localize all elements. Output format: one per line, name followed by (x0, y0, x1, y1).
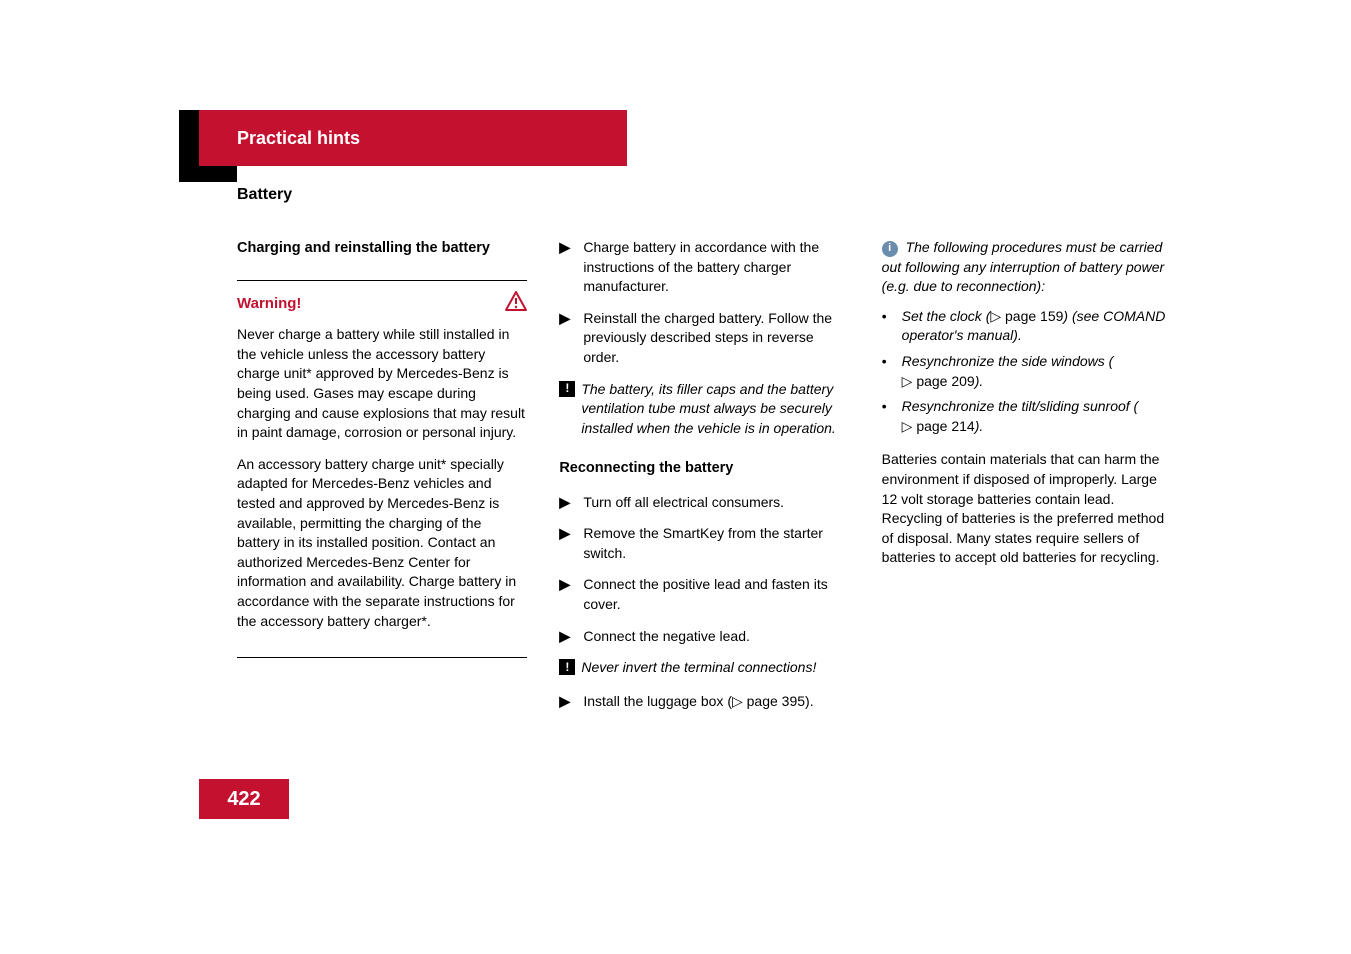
step-text: Remove the SmartKey from the starter swi… (583, 524, 849, 563)
warning-label: Warning! (237, 293, 301, 314)
steps-reconnecting: ▶ Turn off all electrical consumers. ▶ R… (559, 493, 849, 647)
caution-text: Never invert the terminal connections! (581, 658, 816, 678)
step-text: Connect the negative lead. (583, 627, 849, 647)
step-item: ▶ Turn off all electrical consumers. (559, 493, 849, 513)
bullet-suffix: ). (975, 418, 984, 434)
heading-charging: Charging and reinstalling the battery (237, 238, 527, 258)
step-arrow-icon: ▶ (559, 575, 573, 614)
bullet-item: • Resynchronize the tilt/sliding sunroof… (882, 397, 1172, 436)
step-text-suffix: ). (805, 693, 814, 709)
warning-paragraph-1: Never charge a battery while still insta… (237, 325, 527, 443)
page-number: 422 (227, 788, 260, 811)
warning-paragraph-2: An accessory battery charge unit* specia… (237, 455, 527, 631)
step-text: Charge battery in accordance with the in… (583, 238, 849, 297)
steps-install: ▶ Install the luggage box (▷ page 395). (559, 692, 849, 712)
column-1: Charging and reinstalling the battery Wa… (237, 238, 527, 723)
warning-box: Warning! Never charge a battery while st… (237, 280, 527, 658)
page-number-box: 422 (199, 779, 289, 819)
column-3: i The following procedures must be carri… (882, 238, 1172, 723)
bullet-prefix: Set the clock ( (902, 308, 991, 324)
step-text: Turn off all electrical consumers. (583, 493, 849, 513)
chapter-title: Practical hints (237, 128, 360, 149)
step-item: ▶ Charge battery in accordance with the … (559, 238, 849, 297)
chapter-bar: Practical hints (199, 110, 627, 166)
info-badge-icon: i (882, 241, 898, 257)
bullet-text: Resynchronize the tilt/sliding sunroof (… (902, 397, 1172, 436)
column-2: ▶ Charge battery in accordance with the … (559, 238, 849, 723)
page-reference[interactable]: ▷ page 214 (902, 417, 975, 437)
info-lead-text: The following procedures must be carried… (882, 239, 1165, 294)
step-item: ▶ Install the luggage box (▷ page 395). (559, 692, 849, 712)
warning-body: Never charge a battery while still insta… (237, 325, 527, 631)
caution-note: ! The battery, its filler caps and the b… (559, 380, 849, 439)
page-reference[interactable]: ▷ page 159 (990, 307, 1063, 327)
bullet-dot-icon: • (882, 352, 892, 391)
page-reference[interactable]: ▷ page 209 (902, 372, 975, 392)
bullet-item: • Resynchronize the side windows ( ▷ page… (882, 352, 1172, 391)
caution-badge-icon: ! (559, 659, 575, 675)
manual-page: Practical hints Battery Charging and rei… (0, 0, 1351, 954)
steps-charging: ▶ Charge battery in accordance with the … (559, 238, 849, 368)
content-columns: Charging and reinstalling the battery Wa… (237, 238, 1172, 723)
step-arrow-icon: ▶ (559, 692, 573, 712)
step-text: Install the luggage box (▷ page 395). (583, 692, 849, 712)
step-text: Connect the positive lead and fasten its… (583, 575, 849, 614)
caution-text: The battery, its filler caps and the bat… (581, 380, 849, 439)
step-text: Reinstall the charged battery. Follow th… (583, 309, 849, 368)
bullet-suffix: ). (975, 373, 984, 389)
step-item: ▶ Connect the positive lead and fasten i… (559, 575, 849, 614)
section-title: Battery (237, 186, 292, 204)
step-item: ▶ Reinstall the charged battery. Follow … (559, 309, 849, 368)
bullet-dot-icon: • (882, 307, 892, 346)
warning-header: Warning! (237, 291, 527, 315)
bullet-text: Resynchronize the side windows ( ▷ page 2… (902, 352, 1172, 391)
info-note: i The following procedures must be carri… (882, 238, 1172, 297)
step-arrow-icon: ▶ (559, 238, 573, 297)
step-item: ▶ Remove the SmartKey from the starter s… (559, 524, 849, 563)
page-reference[interactable]: ▷ page 395 (732, 692, 805, 712)
step-arrow-icon: ▶ (559, 524, 573, 563)
bullet-prefix: Resynchronize the tilt/sliding sunroof ( (902, 398, 1139, 414)
bullet-item: • Set the clock (▷ page 159) (see COMAND… (882, 307, 1172, 346)
heading-reconnecting: Reconnecting the battery (559, 458, 849, 478)
bullet-text: Set the clock (▷ page 159) (see COMAND o… (902, 307, 1172, 346)
warning-triangle-icon (505, 291, 527, 315)
step-arrow-icon: ▶ (559, 493, 573, 513)
info-bullets: • Set the clock (▷ page 159) (see COMAND… (882, 307, 1172, 437)
caution-note: ! Never invert the terminal connections! (559, 658, 849, 678)
step-arrow-icon: ▶ (559, 309, 573, 368)
step-arrow-icon: ▶ (559, 627, 573, 647)
step-text-prefix: Install the luggage box ( (583, 693, 732, 709)
recycling-paragraph: Batteries contain materials that can har… (882, 450, 1172, 568)
step-item: ▶ Connect the negative lead. (559, 627, 849, 647)
bullet-dot-icon: • (882, 397, 892, 436)
caution-badge-icon: ! (559, 381, 575, 397)
bullet-prefix: Resynchronize the side windows ( (902, 353, 1114, 369)
